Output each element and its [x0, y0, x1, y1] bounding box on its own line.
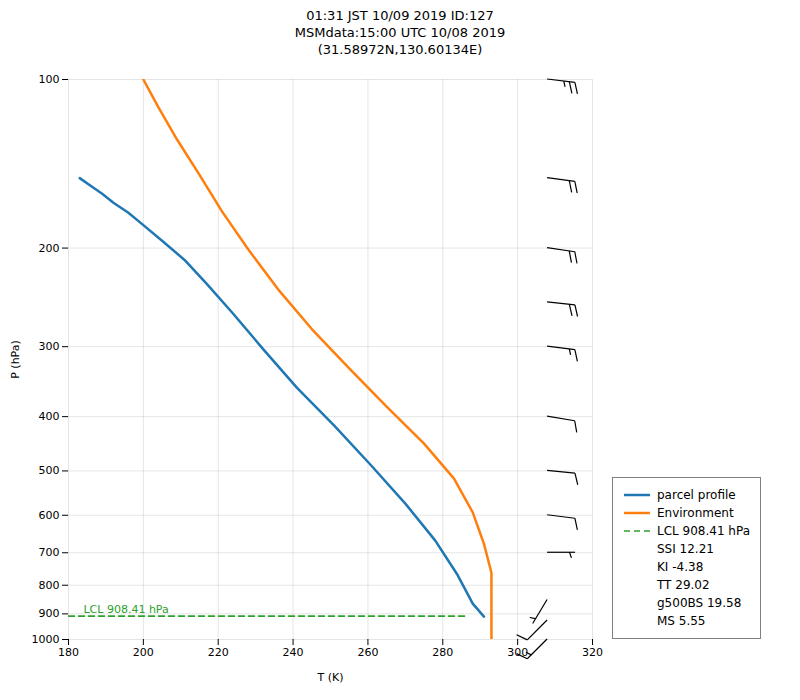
- html-text:KI -4.38: KI -4.38: [657, 559, 704, 574]
- html-text:MS 5.55: MS 5.55: [657, 613, 706, 628]
- svg-text:1000: 1000: [32, 633, 60, 646]
- svg-text:300: 300: [507, 646, 528, 659]
- svg-text:220: 220: [208, 646, 229, 659]
- svg-text:P (hPa): P (hPa): [9, 340, 22, 379]
- svg-text:200: 200: [39, 241, 60, 254]
- svg-text:320: 320: [582, 646, 603, 659]
- svg-text:100: 100: [39, 73, 60, 86]
- html-text:Environment: Environment: [657, 505, 734, 520]
- html-text:parcel profile: parcel profile: [657, 487, 736, 502]
- svg-text:240: 240: [283, 646, 304, 659]
- svg-text:300: 300: [39, 340, 60, 353]
- svg-text:500: 500: [39, 464, 60, 477]
- svg-text:LCL 908.41 hPa: LCL 908.41 hPa: [83, 603, 168, 616]
- svg-text:600: 600: [39, 508, 60, 521]
- html-text:TT 29.02: TT 29.02: [657, 577, 710, 592]
- html-text:01:31 JST 10/09 2019 ID:127 MS: 01:31 JST 10/09 2019 ID:127 MSMdata:15:0…: [294, 8, 506, 57]
- html-text:g500BS 19.58: g500BS 19.58: [657, 595, 742, 610]
- html-text:SSI 12.21: SSI 12.21: [657, 541, 714, 556]
- svg-text:280: 280: [432, 646, 453, 659]
- svg-text:T (K): T (K): [316, 670, 343, 683]
- svg-text:200: 200: [133, 646, 154, 659]
- svg-text:180: 180: [58, 646, 79, 659]
- svg-text:400: 400: [39, 410, 60, 423]
- svg-text:900: 900: [39, 607, 60, 620]
- svg-text:700: 700: [39, 546, 60, 559]
- svg-text:800: 800: [39, 578, 60, 591]
- svg-text:260: 260: [357, 646, 378, 659]
- html-text:LCL 908.41 hPa: LCL 908.41 hPa: [657, 523, 750, 538]
